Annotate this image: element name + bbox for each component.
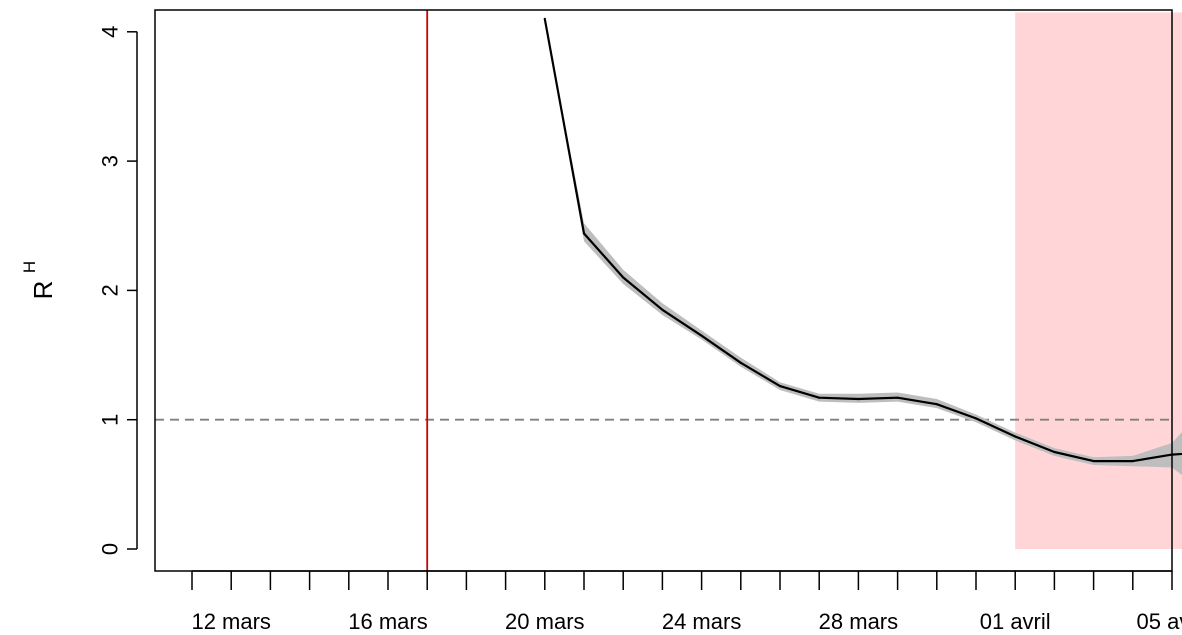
y-axis-title-superscript: H [20,261,39,273]
data-point [935,403,938,406]
data-point [582,232,586,235]
shaded-period [1015,12,1182,549]
series-line [543,18,1182,463]
data-point [661,308,664,311]
data-point [1131,459,1134,463]
x-axis: 12 mars 16 mars 20 mars 24 mars 28 mars 01 av… [191,570,1182,634]
y-tick-label: 2 [98,284,123,296]
data-point [622,276,625,279]
y-axis-title-group: RH [20,261,58,300]
data-point [857,397,860,401]
y-axis-title: R [28,281,58,300]
data-point [974,417,978,420]
y-tick-label: 0 [98,543,123,555]
x-tick-label: 20 mars [505,609,584,634]
data-point [1014,435,1017,438]
y-tick-label: 1 [98,414,123,426]
data-point [1053,450,1056,454]
series-line-group [543,17,1182,463]
data-point [778,384,782,388]
y-tick-label: 3 [98,155,123,167]
data-point [1092,459,1095,463]
data-point [896,396,899,399]
data-point [818,396,821,399]
x-tick-label: 28 mars [819,609,898,634]
shaded-period-group [1015,12,1182,549]
x-tick-label: 05 avril [1137,609,1182,634]
data-point [700,334,703,337]
x-tick-label: 01 avril [980,609,1051,634]
data-point [543,17,546,20]
data-point [739,361,742,364]
x-tick-label: 24 mars [662,609,741,634]
y-axis: 0 1 2 3 4 [98,26,138,555]
y-tick-label: 4 [98,26,123,38]
x-tick-label: 12 mars [191,609,270,634]
x-tick-label: 16 mars [348,609,427,634]
